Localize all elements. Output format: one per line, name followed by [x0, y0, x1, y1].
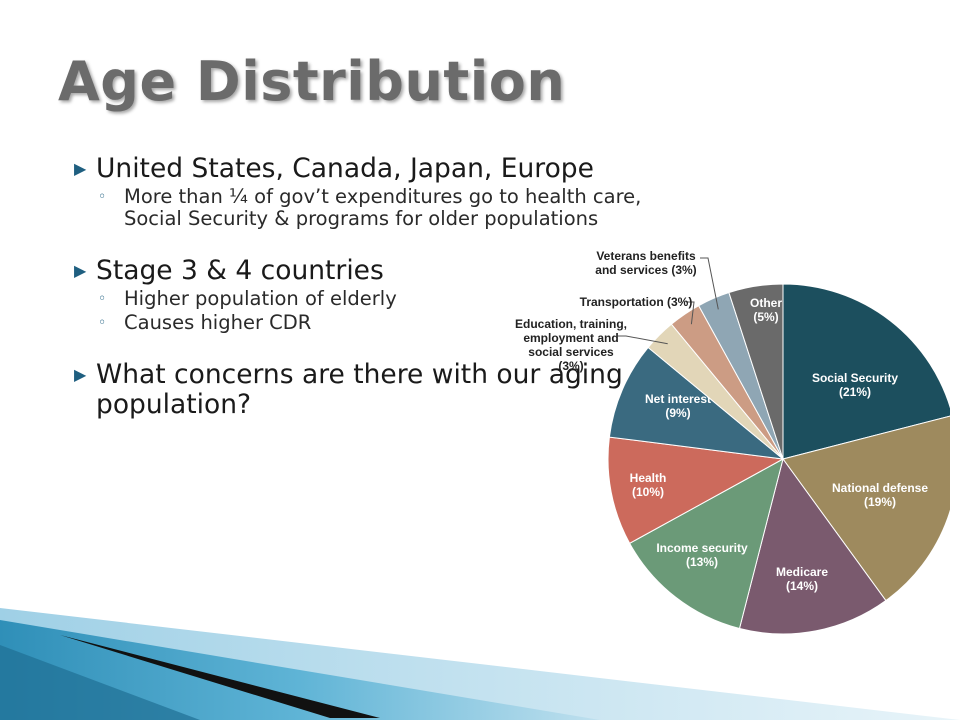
bullet-arrow-icon: ▶: [74, 365, 87, 384]
bullet-3-text: What concerns are there with our aging: [96, 359, 623, 390]
pie-callout-6: [618, 335, 668, 345]
sub-bullet-2-2-text: Causes higher CDR: [124, 311, 312, 334]
pie-slice-3: [628, 458, 784, 630]
bullet-arrow-icon: ▶: [74, 159, 87, 178]
pie-slice-label-2: Medicare (14%): [776, 565, 828, 593]
pie-callout-8: [700, 257, 719, 310]
pie-chart: Social Security (21%) National defense (19%…: [515, 249, 950, 635]
sub-bullet-1-1: ◦ More than ¼ of gov’t expenditures go to…: [74, 186, 774, 230]
sub-bullet-ring-icon: ◦: [98, 291, 107, 307]
pie-slice-1: [782, 415, 950, 602]
sub-bullet-1-1-text-cont: Social Security & programs for older pop…: [124, 207, 599, 230]
pie-slice-label-7: Transportation (3%): [580, 295, 693, 309]
sub-bullet-ring-icon: ◦: [98, 189, 107, 205]
bullet-2: ▶ Stage 3 & 4 countries: [74, 256, 774, 286]
bullet-3: ▶ What concerns are there with our aging p…: [74, 360, 774, 420]
pie-slice-5: [608, 346, 785, 460]
pie-slice-9: [728, 283, 784, 460]
slide-title: Age Distribution: [58, 50, 566, 113]
pie-slice-label-8: Veterans benefits and services (3%): [595, 249, 696, 277]
bullet-arrow-icon: ▶: [74, 261, 87, 280]
sub-bullet-2-1-text: Higher population of elderly: [124, 287, 397, 310]
pie-slice-2: [738, 457, 887, 635]
pie-slice-label-1: National defense (19%): [832, 481, 928, 509]
bullet-3-text-cont: population?: [96, 389, 252, 420]
pie-slice-label-3: Income security (13%): [656, 541, 748, 569]
bullet-list: ▶ United States, Canada, Japan, Europe ◦ M…: [74, 154, 774, 420]
pie-slice-0: [782, 283, 950, 460]
corner-decoration: [0, 608, 960, 720]
sub-bullet-ring-icon: ◦: [98, 315, 107, 331]
pie-slice-label-0: Social Security (21%): [812, 371, 898, 399]
pie-slice-label-4: Health (10%): [630, 471, 667, 499]
sub-bullet-1-1-text: More than ¼ of gov’t expenditures go to …: [124, 185, 642, 208]
bullet-1-text: United States, Canada, Japan, Europe: [96, 153, 594, 184]
bullet-2-text: Stage 3 & 4 countries: [96, 255, 384, 286]
bullet-1: ▶ United States, Canada, Japan, Europe: [74, 154, 774, 184]
sub-bullet-2-1: ◦ Higher population of elderly: [74, 288, 774, 310]
pie-slice-4: [607, 436, 785, 544]
pie-callout-7: [686, 301, 695, 325]
pie-slice-label-6: Education, training, employment and social…: [515, 317, 627, 373]
sub-bullet-2-2: ◦ Causes higher CDR: [74, 312, 774, 334]
pie-slice-label-9: Other (5%): [750, 296, 782, 324]
pie-slice-label-5: Net interest (9%): [645, 392, 711, 420]
